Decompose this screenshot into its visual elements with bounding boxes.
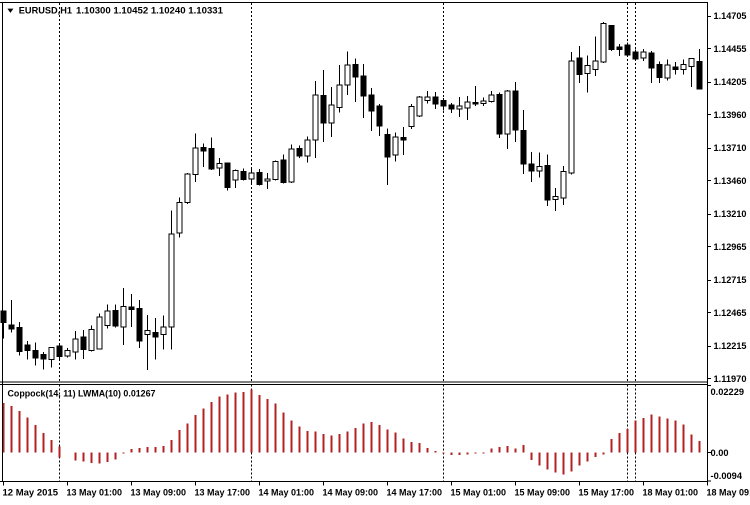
svg-text:1.11970: 1.11970 <box>714 374 747 385</box>
svg-text:12 May 2015: 12 May 2015 <box>3 487 59 498</box>
svg-text:Coppock(14, 11) LWMA(10) 0.012: Coppock(14, 11) LWMA(10) 0.01267 <box>8 389 156 400</box>
svg-text:1.13710: 1.13710 <box>714 143 747 154</box>
svg-text:1.14205: 1.14205 <box>714 77 748 88</box>
svg-text:1.13460: 1.13460 <box>714 176 747 187</box>
svg-text:14 May 09:00: 14 May 09:00 <box>323 487 379 498</box>
svg-text:1.14455: 1.14455 <box>714 44 748 55</box>
svg-text:15 May 01:00: 15 May 01:00 <box>451 487 507 498</box>
svg-text:1.12215: 1.12215 <box>714 341 748 352</box>
svg-text:1.12715: 1.12715 <box>714 275 748 286</box>
svg-text:14 May 17:00: 14 May 17:00 <box>387 487 443 498</box>
svg-text:14 May 01:00: 14 May 01:00 <box>259 487 315 498</box>
svg-text:1.10300 1.10452 1.10240 1.1033: 1.10300 1.10452 1.10240 1.10331 <box>76 6 224 17</box>
svg-text:1.12965: 1.12965 <box>714 242 748 253</box>
svg-text:EURUSD,H1: EURUSD,H1 <box>19 6 73 17</box>
svg-text:13 May 01:00: 13 May 01:00 <box>67 487 123 498</box>
svg-text:13 May 17:00: 13 May 17:00 <box>195 487 251 498</box>
svg-text:1.12465: 1.12465 <box>714 308 748 319</box>
svg-text:1.14705: 1.14705 <box>714 11 748 22</box>
svg-text:1.13960: 1.13960 <box>714 110 747 121</box>
svg-text:-0.0094: -0.0094 <box>711 471 743 482</box>
svg-text:15 May 17:00: 15 May 17:00 <box>579 487 635 498</box>
svg-text:13 May 09:00: 13 May 09:00 <box>131 487 187 498</box>
svg-text:18 May 09:00: 18 May 09:00 <box>707 487 750 498</box>
svg-text:0.00: 0.00 <box>711 448 729 459</box>
svg-text:0.02229: 0.02229 <box>711 387 745 398</box>
svg-text:1.13210: 1.13210 <box>714 209 747 220</box>
svg-text:15 May 09:00: 15 May 09:00 <box>515 487 571 498</box>
svg-text:18 May 01:00: 18 May 01:00 <box>643 487 699 498</box>
